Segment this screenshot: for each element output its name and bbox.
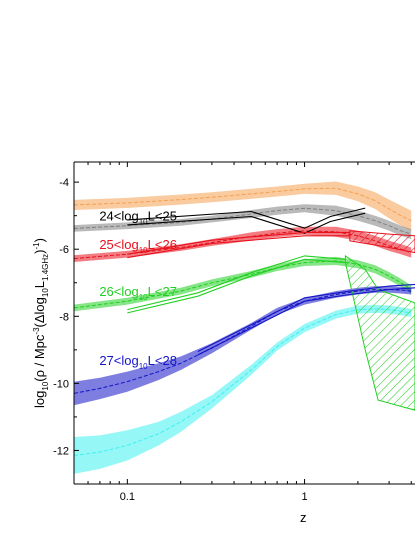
series-line-1 [74,187,412,222]
series-band-5 [74,286,412,406]
binned-line-3-2 [127,258,346,314]
binned-line-2-1 [127,231,350,255]
series-line-4 [74,260,412,309]
y-tick-label: -8 [59,311,69,323]
y-tick-label: -4 [59,177,69,189]
series-band-4 [74,256,412,312]
annotation-2: 25<log10L<26 [99,237,177,255]
binned-line-4-1 [197,283,415,352]
y-tick-label: -12 [53,445,69,457]
x-tick-label: 0.1 [120,491,135,503]
series-band-6 [74,304,412,474]
binned-line-2-2 [127,235,350,259]
binned-line-3-1 [127,255,346,311]
y-tick-label: -10 [53,378,69,390]
x-axis-label: z [300,510,307,525]
plot-area [74,181,415,474]
binned-line-1-1 [127,207,366,229]
series-band-1 [74,181,412,231]
annotation-1: 24<log10L<25 [99,209,177,227]
annotation-3: 26<log10L<27 [99,284,177,302]
binned-line-4-2 [197,287,415,356]
y-tick-label: -6 [59,244,69,256]
series-line-2 [74,207,412,235]
binned-hatch-2 [349,230,415,254]
annotation-4: 27<log10L<28 [99,353,177,371]
annotations: 24<log10L<25 25<log10L<26 26<log10L<27 27<l… [99,209,177,371]
series-line-5 [74,289,412,394]
y-axis-label: log10(ρ / Mpc-3(Δlog10L1.4GHz)-1) [32,238,50,408]
binned-line-1-2 [127,212,366,234]
series-band-2 [74,204,412,240]
x-tick-label: 1 [301,491,307,503]
axes: -4 -6 -8 -10 -12 0.1 1 [53,161,415,503]
binned-hatch-3 [344,254,415,411]
